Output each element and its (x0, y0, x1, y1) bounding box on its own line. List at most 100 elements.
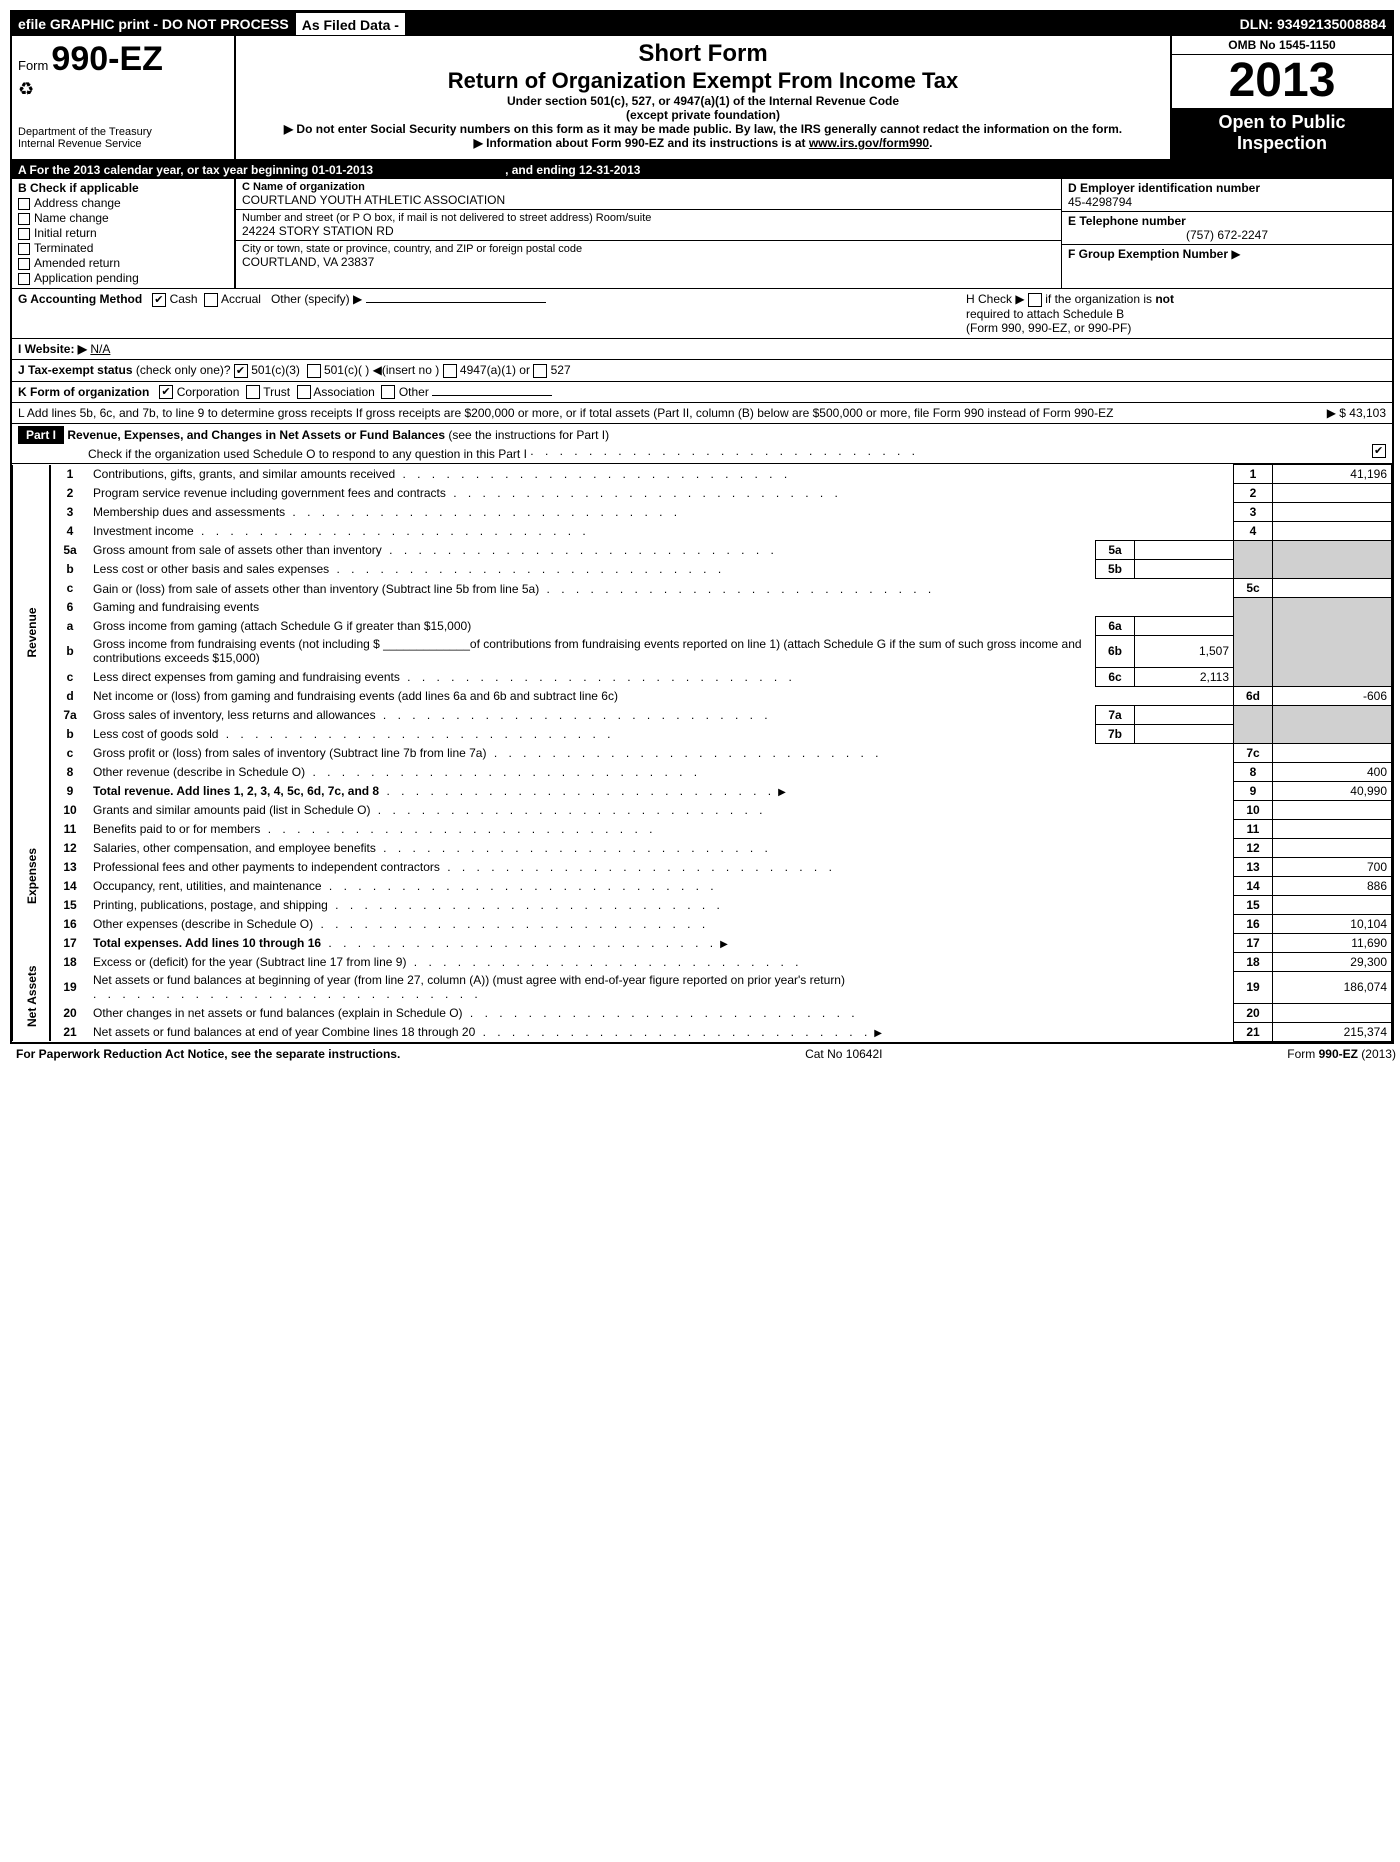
inspection-box: Open to Public Inspection (1172, 108, 1392, 159)
section-gh: G Accounting Method Cash Accrual Other (… (12, 289, 1392, 339)
h-text4: (Form 990, 990-EZ, or 990-PF) (966, 321, 1131, 335)
val-20 (1273, 1003, 1392, 1022)
part1-header: Part I Revenue, Expenses, and Changes in… (12, 424, 1392, 464)
inspect-line2: Inspection (1174, 133, 1390, 155)
part1-check-line: Check if the organization used Schedule … (88, 447, 1050, 461)
j-note: (check only one)? (136, 363, 231, 377)
form-number: 990-EZ (51, 40, 163, 78)
efile-topbar: efile GRAPHIC print - DO NOT PROCESS As … (12, 12, 1392, 36)
val-14: 886 (1273, 876, 1392, 895)
check-assoc[interactable] (297, 385, 311, 399)
val-6c: 2,113 (1135, 667, 1234, 686)
val-3 (1273, 503, 1392, 522)
val-5a (1135, 541, 1234, 560)
check-schedule-o[interactable] (1372, 444, 1386, 458)
section-a-label: A For the 2013 calendar year, or tax yea… (12, 161, 379, 179)
f-label: F Group Exemption Number (1068, 247, 1228, 261)
h-text2: if the organization is (1045, 292, 1155, 306)
e-label: E Telephone number (1068, 214, 1386, 228)
form-sub2: (except private foundation) (242, 108, 1164, 122)
check-501c3[interactable] (234, 364, 248, 378)
part1-title: Revenue, Expenses, and Changes in Net As… (67, 428, 445, 442)
section-a-row: A For the 2013 calendar year, or tax yea… (12, 161, 1392, 179)
check-corp[interactable] (159, 385, 173, 399)
check-amended[interactable] (18, 258, 30, 270)
section-i: I Website: ▶ N/A (12, 339, 1392, 360)
val-9: 40,990 (1273, 781, 1392, 800)
check-cash[interactable] (152, 293, 166, 307)
revenue-label: Revenue (13, 465, 51, 801)
form-sub1: Under section 501(c), 527, or 4947(a)(1)… (242, 94, 1164, 108)
footer-left: For Paperwork Reduction Act Notice, see … (16, 1047, 400, 1061)
val-8: 400 (1273, 762, 1392, 781)
irs-link[interactable]: www.irs.gov/form990 (809, 136, 929, 150)
check-initial[interactable] (18, 228, 30, 240)
val-16: 10,104 (1273, 914, 1392, 933)
phone-value: (757) 672-2247 (1068, 228, 1386, 242)
form-sub3: ▶ Do not enter Social Security numbers o… (242, 122, 1164, 136)
omb-number: OMB No 1545-1150 (1172, 36, 1392, 55)
check-501c[interactable] (307, 364, 321, 378)
website-value: N/A (90, 342, 110, 356)
form-prefix: Form (18, 58, 48, 73)
c-city-label: City or town, state or province, country… (242, 243, 1055, 255)
val-10 (1273, 800, 1392, 819)
l-text: L Add lines 5b, 6c, and 7b, to line 9 to… (18, 406, 1236, 420)
check-address[interactable] (18, 198, 30, 210)
page-footer: For Paperwork Reduction Act Notice, see … (10, 1044, 1400, 1064)
irs-label: Internal Revenue Service (18, 138, 228, 150)
g-label: G Accounting Method (18, 292, 142, 306)
section-k: K Form of organization Corporation Trust… (12, 382, 1392, 404)
check-pending[interactable] (18, 273, 30, 285)
other-method-input[interactable] (366, 302, 546, 303)
val-21: 215,374 (1273, 1022, 1392, 1041)
d-label: D Employer identification number (1068, 181, 1386, 195)
val-19: 186,074 (1273, 971, 1392, 1003)
val-7c (1273, 743, 1392, 762)
header-left: Form 990-EZ ♻ Department of the Treasury… (12, 36, 236, 159)
val-4 (1273, 522, 1392, 541)
org-name: COURTLAND YOUTH ATHLETIC ASSOCIATION (242, 193, 1055, 207)
header-center: Short Form Return of Organization Exempt… (236, 36, 1170, 159)
val-6b: 1,507 (1135, 635, 1234, 667)
footer-center: Cat No 10642I (805, 1047, 882, 1061)
val-11 (1273, 819, 1392, 838)
check-other-org[interactable] (381, 385, 395, 399)
check-4947[interactable] (443, 364, 457, 378)
check-accrual[interactable] (204, 293, 218, 307)
check-schedb[interactable] (1028, 293, 1042, 307)
netassets-label: Net Assets (13, 952, 51, 1041)
other-org-input[interactable] (432, 395, 552, 396)
val-13: 700 (1273, 857, 1392, 876)
section-def: D Employer identification number 45-4298… (1061, 179, 1392, 288)
h-text3: required to attach Schedule B (966, 307, 1124, 321)
section-b: B Check if applicable Address change Nam… (12, 179, 236, 288)
footer-right: Form 990-EZ (2013) (1287, 1047, 1396, 1061)
form-sub4: ▶ Information about Form 990-EZ and its … (242, 136, 1164, 150)
val-7a (1135, 705, 1234, 724)
org-street: 24224 STORY STATION RD (242, 224, 1055, 238)
section-c: C Name of organization COURTLAND YOUTH A… (236, 179, 1061, 288)
check-terminated[interactable] (18, 243, 30, 255)
check-trust[interactable] (246, 385, 260, 399)
form-page: efile GRAPHIC print - DO NOT PROCESS As … (10, 10, 1394, 1044)
h-text1: H Check ▶ (966, 292, 1025, 306)
check-name[interactable] (18, 213, 30, 225)
val-18: 29,300 (1273, 952, 1392, 971)
recycle-icon: ♻ (18, 79, 228, 100)
val-17: 11,690 (1273, 933, 1392, 952)
part1-note: (see the instructions for Part I) (448, 428, 609, 442)
val-5c (1273, 579, 1392, 598)
section-bcdef: B Check if applicable Address change Nam… (12, 179, 1392, 289)
part1-tag: Part I (18, 426, 64, 444)
check-527[interactable] (533, 364, 547, 378)
l-value: ▶ $ 43,103 (1236, 406, 1386, 420)
f-arrow: ▶ (1231, 247, 1240, 261)
val-2 (1273, 484, 1392, 503)
val-12 (1273, 838, 1392, 857)
val-5b (1135, 560, 1234, 579)
c-street-label: Number and street (or P O box, if mail i… (242, 212, 1055, 224)
form-title: Return of Organization Exempt From Incom… (242, 68, 1164, 94)
section-l: L Add lines 5b, 6c, and 7b, to line 9 to… (12, 403, 1392, 424)
val-7b (1135, 724, 1234, 743)
